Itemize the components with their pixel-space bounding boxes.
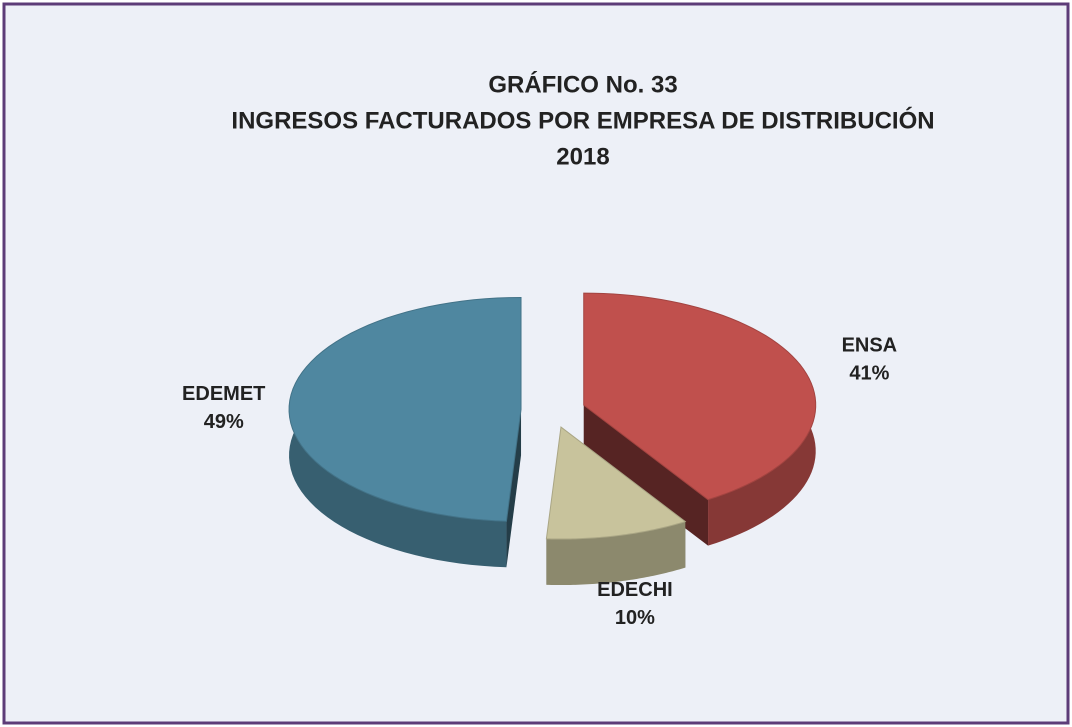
pie-slice bbox=[288, 296, 522, 522]
value-label: 41% bbox=[849, 363, 889, 385]
chart-title: INGRESOS FACTURADOS POR EMPRESA DE DISTR… bbox=[231, 106, 934, 134]
value-label: 10% bbox=[615, 607, 655, 629]
chart-title: 2018 bbox=[556, 143, 609, 170]
slice-label: EDEMET bbox=[182, 383, 265, 405]
slice-tops bbox=[288, 292, 817, 540]
chart-title: GRÁFICO No. 33 bbox=[488, 70, 677, 98]
pie bbox=[288, 292, 817, 586]
pie-slice bbox=[583, 292, 817, 501]
pie-slice bbox=[545, 426, 687, 540]
slice-label: ENSA bbox=[842, 335, 898, 357]
slice-side bbox=[583, 405, 709, 546]
slice-label: EDECHI bbox=[597, 579, 673, 601]
slice-rim bbox=[546, 521, 686, 586]
labels: ENSA 41% EDECHI 10% EDEMET 49% bbox=[182, 335, 897, 630]
slice-side bbox=[506, 409, 522, 568]
title-group: GRÁFICO No. 33 INGRESOS FACTURADOS POR EM… bbox=[231, 70, 934, 170]
value-label: 49% bbox=[204, 411, 244, 433]
